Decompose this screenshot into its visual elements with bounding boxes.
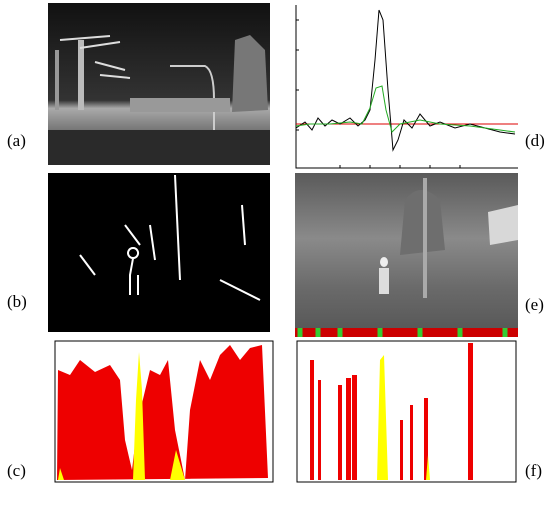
image-e bbox=[295, 173, 518, 337]
plot-d bbox=[295, 5, 518, 169]
plot-f bbox=[296, 340, 517, 483]
panel-label: (a) bbox=[7, 131, 26, 150]
panel-label: (f) bbox=[525, 461, 542, 480]
panel-label: (c) bbox=[7, 461, 26, 480]
image-b bbox=[48, 173, 270, 332]
plot-c bbox=[54, 340, 274, 483]
image-a bbox=[48, 3, 270, 165]
panel-label: (b) bbox=[7, 292, 27, 311]
panel-label: (d) bbox=[525, 131, 545, 150]
panel-label: (e) bbox=[525, 295, 544, 314]
